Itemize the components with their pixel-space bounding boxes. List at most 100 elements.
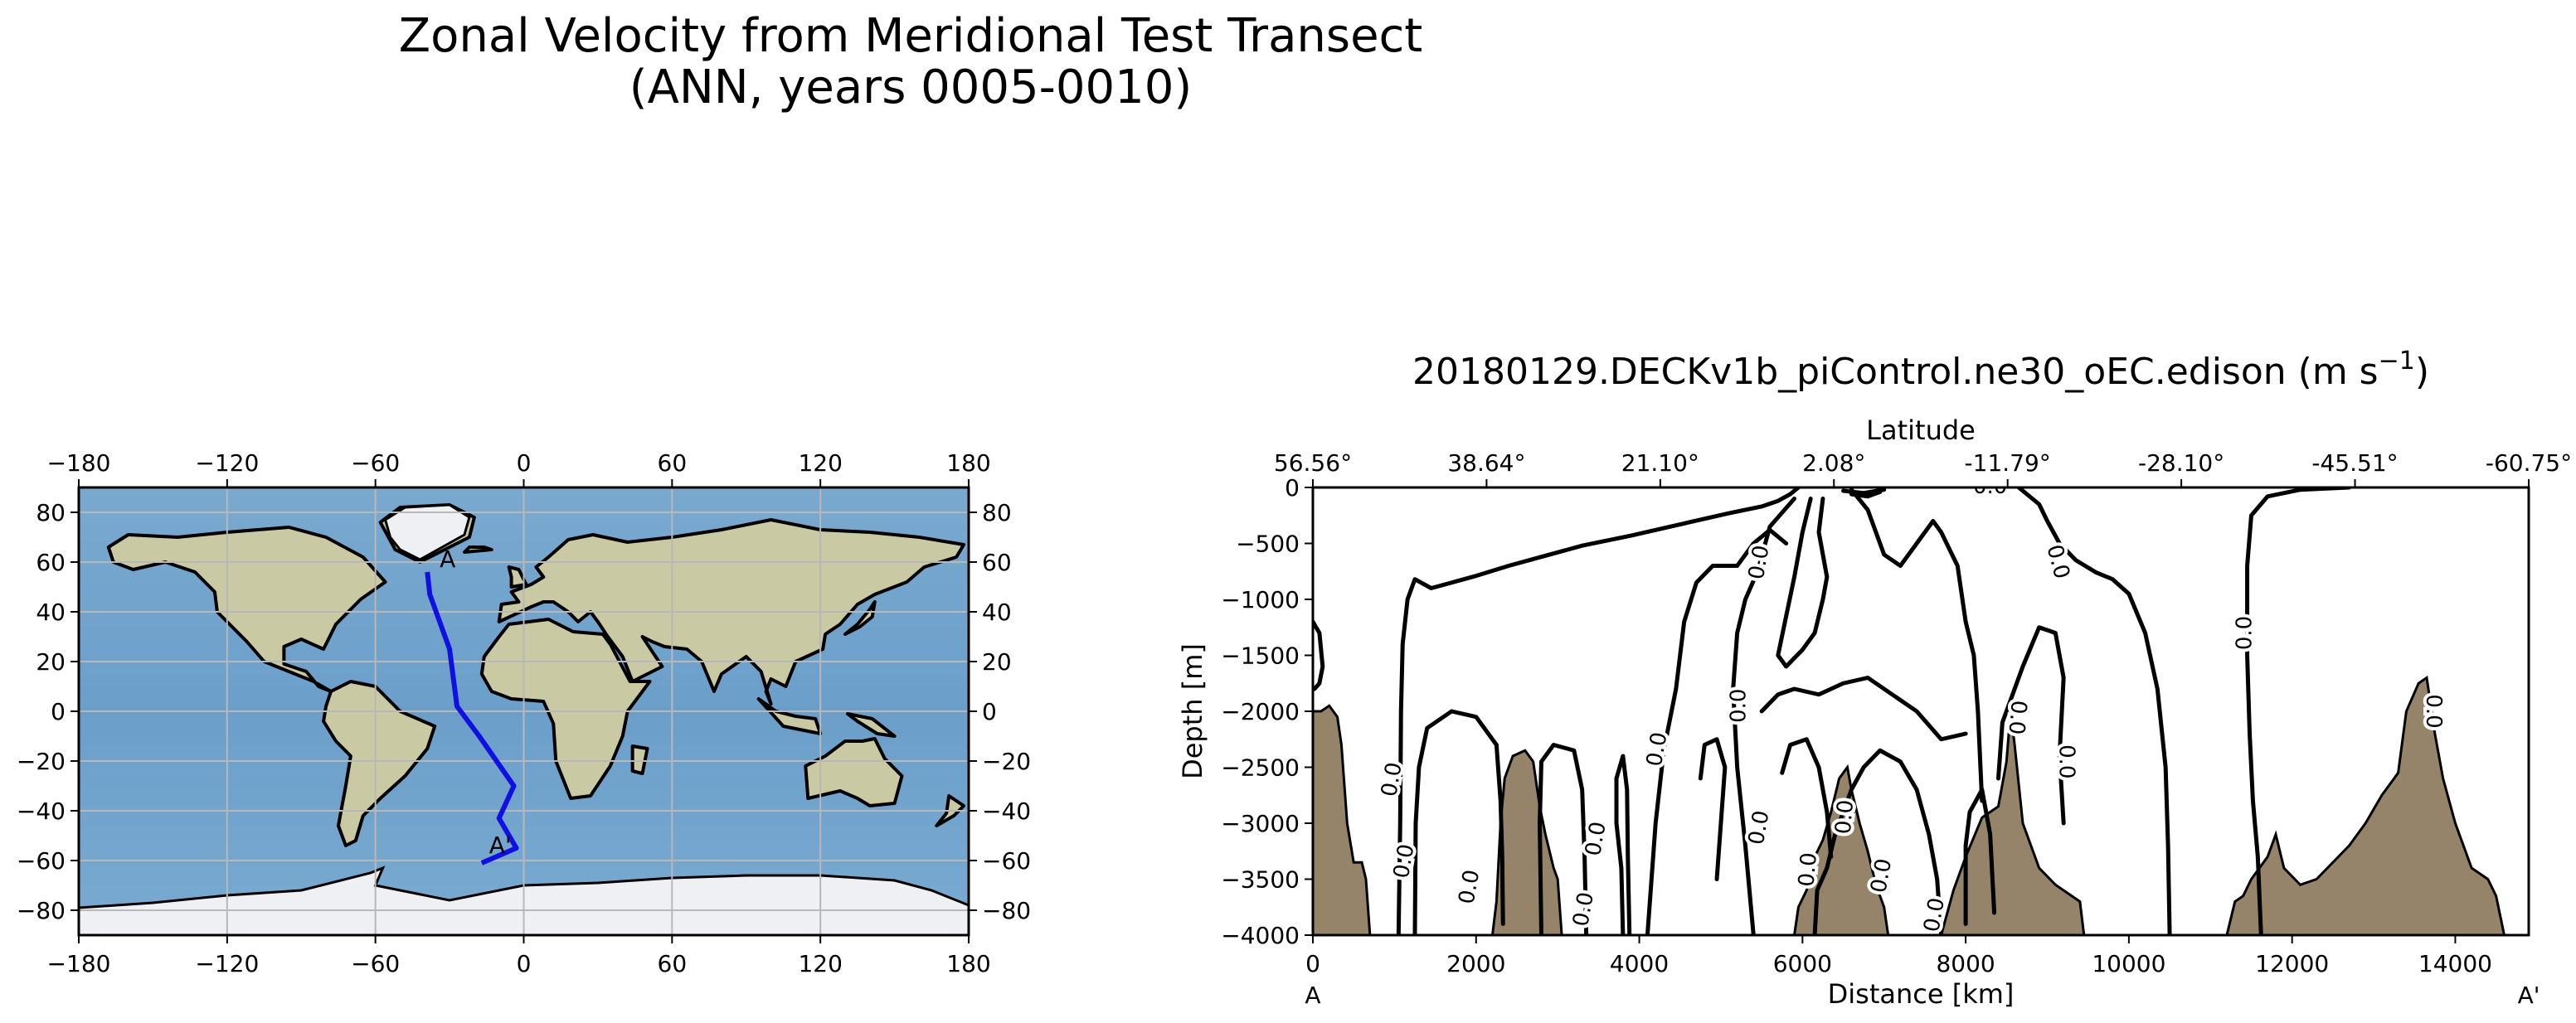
x-tick-label: 8000 [1936,950,1995,977]
contour-label: 0.0 [2421,694,2446,728]
contour-line [1812,748,1944,935]
map-tick-label-right: 0 [982,698,997,725]
y-tick-label: −3500 [1221,866,1300,894]
map-tick-label-left: 40 [36,599,66,626]
y-tick-label: −2500 [1221,754,1300,782]
map-tick-label-right: 60 [982,549,1012,576]
map-tick-label-top: 60 [658,449,688,477]
section-panel: 20180129.DECKv1b_piControl.ne30_oEC.edis… [1177,347,2572,1010]
contour-line [1313,619,1325,691]
map-tick-label-bottom: 120 [798,950,842,977]
contour-label: 0.0 [1455,868,1485,906]
contour-label: 0.0 [1744,543,1775,581]
map-tick-label-left: 80 [36,499,66,526]
y-axis-label: Depth [m] [1177,643,1208,779]
contour-label: 0.0 [1568,890,1599,928]
top-tick-label: -60.75° [2486,449,2572,477]
y-tick-label: −3000 [1221,810,1300,837]
map-background: A A' [79,487,969,935]
map-tick-label-bottom: −120 [195,950,259,977]
contour-line [1731,497,1796,935]
map-tick-label-right: −80 [982,897,1031,924]
endpoint-label-left: A [1305,982,1320,1009]
x-tick-label: 14000 [2418,950,2492,977]
map-tick-label-bottom: 60 [658,950,688,977]
section-title: 20180129.DECKv1b_piControl.ne30_oEC.edis… [1412,347,2429,393]
seafloor-shape [1792,764,1890,935]
contour-line [1963,788,1997,926]
map-tick-label-left: 20 [36,648,66,676]
bathymetry [1313,675,2506,935]
endpoint-label-right: A' [2518,982,2540,1009]
map-tick-label-bottom: −180 [47,950,111,977]
contour-line [1645,527,1789,935]
x-tick-label: 12000 [2255,950,2329,977]
transect-labels: A A' [440,545,511,859]
contour-line [2245,487,2352,935]
x-tick-label: 10000 [2092,950,2165,977]
y-tick-label: −4000 [1221,922,1300,949]
map-tick-label-right: −60 [982,847,1031,875]
y-tick-label: −2000 [1221,698,1300,725]
contour-label: 0.0 [1642,730,1673,768]
map-tick-label-top: 120 [798,449,842,477]
map-tick-label-left: −80 [17,897,66,924]
x-tick-label: 6000 [1773,950,1832,977]
map-tick-label-right: −40 [982,798,1031,825]
contour-line [1849,487,1985,803]
contour-label: 0.0 [2041,542,2074,582]
contour-line [2016,487,2172,935]
seafloor-shape [1940,710,2086,935]
y-tick-label: −1500 [1221,642,1300,670]
section-ticks: 0 2000 4000 6000 8000 10000 12000 14000 0 −500 −10… [1221,449,2572,977]
contour-label: 0.0 [1726,689,1751,723]
australia-land [804,737,904,807]
seafloor-shape [1313,704,1372,935]
map-tick-label-right: −20 [982,748,1031,775]
contour-label: 0.0 [1973,474,2007,499]
x-tick-label: 2000 [1446,950,1505,977]
transect-line [425,571,519,865]
iceland-land [462,545,493,554]
contour-label: 0.0 [2054,744,2078,778]
map-tick-label-bottom: −60 [351,950,400,977]
contour-label: 0.0 [1377,760,1407,798]
top-tick-label: 38.64° [1447,449,1525,477]
x-axis-label: Distance [km] [1828,978,2015,1010]
map-tick-label-top: −60 [351,449,400,477]
map-tick-label-bottom: 180 [946,950,990,977]
map-tick-label-left: 60 [36,549,66,576]
contour-label: 0.0 [1866,856,1897,895]
transect-label: A' [489,831,512,859]
map-tick-label-right: 20 [982,648,1012,676]
contour-line [1759,676,1968,742]
figure-title-line-2: (ANN, years 0005-0010) [629,61,1193,114]
contour-line [1698,737,1728,881]
top-tick-label: 2.08° [1802,449,1865,477]
contour-label: 0.0 [1581,820,1611,858]
top-axis-label: Latitude [1866,415,1976,446]
contour-label: 0.0 [1744,808,1775,846]
contour-line [1776,497,1830,669]
top-tick-label: 56.56° [1274,449,1352,477]
map-panel: A A' −180 −180 −120 −120 −60 −60 0 0 60 60 120 120 18… [17,449,1031,977]
madagascar-land [630,744,649,775]
y-tick-label: −500 [1236,531,1300,558]
contour-lines [1313,487,2352,935]
map-tick-label-top: 0 [517,449,532,477]
map-tick-label-right: 80 [982,499,1012,526]
contour-line [1995,625,2066,826]
greenland-ice [383,503,471,561]
contour-label: 0.0 [2232,616,2257,650]
map-tick-label-top: −120 [195,449,259,477]
top-tick-label: -45.51° [2311,449,2398,477]
top-tick-label: 21.10° [1621,449,1699,477]
south-america-land [322,680,437,847]
contour-line [1396,487,1801,935]
contour-line [1780,737,1834,859]
map-tick-label-left: −20 [17,748,66,775]
contour-label: 0.0 [1831,799,1859,836]
top-tick-label: -11.79° [1965,449,2051,477]
japan-land [843,600,877,636]
